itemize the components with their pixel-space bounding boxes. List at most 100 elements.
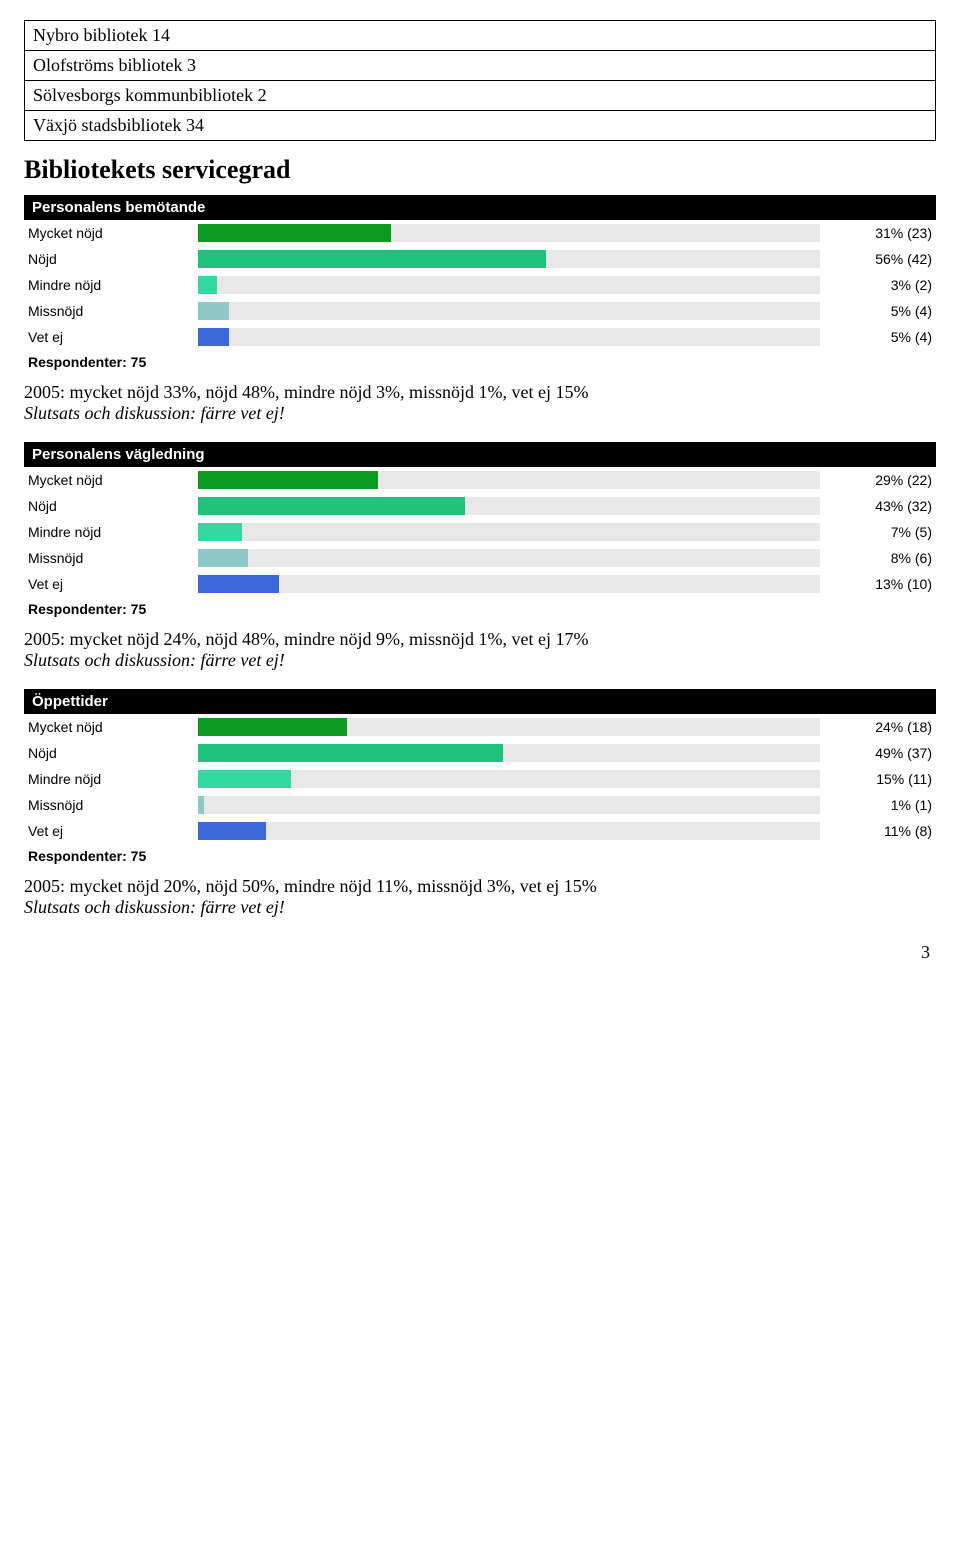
- chart-row: Mycket nöjd 29% (22): [24, 467, 936, 493]
- chart-row: Missnöjd 5% (4): [24, 298, 936, 324]
- chart-bar-track: [198, 549, 820, 567]
- commentary-line2: Slutsats och diskussion: färre vet ej!: [24, 403, 936, 424]
- chart-row: Mindre nöjd 3% (2): [24, 272, 936, 298]
- library-cell: Växjö stadsbibliotek 34: [25, 111, 936, 141]
- table-row: Nybro bibliotek 14: [25, 21, 936, 51]
- library-cell: Olofströms bibliotek 3: [25, 51, 936, 81]
- chart-bemotande: Personalens bemötande Mycket nöjd 31% (23)…: [24, 195, 936, 376]
- chart-bar-track: [198, 302, 820, 320]
- section-heading: Bibliotekets servicegrad: [24, 155, 936, 185]
- chart-row-label: Mindre nöjd: [28, 524, 198, 540]
- chart-title: Personalens bemötande: [24, 195, 936, 220]
- chart-row-label: Vet ej: [28, 823, 198, 839]
- chart-bar-fill: [198, 770, 291, 788]
- chart-bar-track: [198, 575, 820, 593]
- chart-bar-fill: [198, 575, 279, 593]
- chart-row-label: Vet ej: [28, 329, 198, 345]
- chart-bar-fill: [198, 796, 204, 814]
- chart-row: Vet ej 11% (8): [24, 818, 936, 844]
- chart-bar-track: [198, 250, 820, 268]
- commentary-line2: Slutsats och diskussion: färre vet ej!: [24, 650, 936, 671]
- chart-title: Personalens vägledning: [24, 442, 936, 467]
- chart-bar-fill: [198, 822, 266, 840]
- chart-bar-fill: [198, 302, 229, 320]
- chart-row-value: 29% (22): [832, 472, 936, 488]
- page-number: 3: [24, 942, 936, 963]
- chart-row: Missnöjd8% (6): [24, 545, 936, 571]
- table-row: Olofströms bibliotek 3: [25, 51, 936, 81]
- chart-row-label: Missnöjd: [28, 797, 198, 813]
- chart-bar-track: [198, 497, 820, 515]
- chart-bar-track: [198, 718, 820, 736]
- chart-commentary: 2005: mycket nöjd 33%, nöjd 48%, mindre …: [24, 382, 936, 424]
- chart-bar-fill: [198, 744, 503, 762]
- chart-row: Mindre nöjd 15% (11): [24, 766, 936, 792]
- chart-row-label: Missnöjd: [28, 303, 198, 319]
- chart-bar-fill: [198, 549, 248, 567]
- chart-row-label: Nöjd: [28, 498, 198, 514]
- chart-row-value: 5% (4): [832, 303, 936, 319]
- chart-row-value: 24% (18): [832, 719, 936, 735]
- library-cell: Nybro bibliotek 14: [25, 21, 936, 51]
- chart-row: Vet ej 13% (10): [24, 571, 936, 597]
- chart-respondents: Respondenter: 75: [24, 597, 936, 623]
- chart-bar-fill: [198, 718, 347, 736]
- chart-respondents: Respondenter: 75: [24, 350, 936, 376]
- chart-commentary: 2005: mycket nöjd 20%, nöjd 50%, mindre …: [24, 876, 936, 918]
- chart-row: Vet ej 5% (4): [24, 324, 936, 350]
- table-row: Växjö stadsbibliotek 34: [25, 111, 936, 141]
- chart-row: Mycket nöjd 24% (18): [24, 714, 936, 740]
- chart-bar-track: [198, 744, 820, 762]
- chart-bar-fill: [198, 224, 391, 242]
- chart-bar-track: [198, 224, 820, 242]
- chart-bar-track: [198, 328, 820, 346]
- chart-bar-fill: [198, 250, 546, 268]
- chart-vagledning: Personalens vägledning Mycket nöjd 29% (22…: [24, 442, 936, 623]
- chart-bar-fill: [198, 497, 465, 515]
- chart-row: Missnöjd 1% (1): [24, 792, 936, 818]
- chart-row-value: 15% (11): [832, 771, 936, 787]
- chart-bar-track: [198, 822, 820, 840]
- chart-commentary: 2005: mycket nöjd 24%, nöjd 48%, mindre …: [24, 629, 936, 671]
- chart-bar-fill: [198, 523, 242, 541]
- chart-row-label: Mindre nöjd: [28, 277, 198, 293]
- commentary-line2: Slutsats och diskussion: färre vet ej!: [24, 897, 936, 918]
- chart-bar-fill: [198, 276, 217, 294]
- chart-bar-track: [198, 796, 820, 814]
- library-cell: Sölvesborgs kommunbibliotek 2: [25, 81, 936, 111]
- chart-row: Mindre nöjd 7% (5): [24, 519, 936, 545]
- chart-row-label: Mindre nöjd: [28, 771, 198, 787]
- chart-row-value: 3% (2): [832, 277, 936, 293]
- chart-bar-track: [198, 471, 820, 489]
- chart-respondents: Respondenter: 75: [24, 844, 936, 870]
- commentary-line1: 2005: mycket nöjd 20%, nöjd 50%, mindre …: [24, 876, 936, 897]
- chart-bar-fill: [198, 328, 229, 346]
- chart-bar-track: [198, 276, 820, 294]
- chart-row-value: 43% (32): [832, 498, 936, 514]
- chart-row-value: 7% (5): [832, 524, 936, 540]
- chart-row-label: Mycket nöjd: [28, 719, 198, 735]
- chart-title: Öppettider: [24, 689, 936, 714]
- chart-row: Nöjd 49% (37): [24, 740, 936, 766]
- table-row: Sölvesborgs kommunbibliotek 2: [25, 81, 936, 111]
- chart-row-value: 1% (1): [832, 797, 936, 813]
- chart-row-label: Mycket nöjd: [28, 472, 198, 488]
- chart-row-label: Mycket nöjd: [28, 225, 198, 241]
- library-table: Nybro bibliotek 14Olofströms bibliotek 3…: [24, 20, 936, 141]
- chart-row-label: Nöjd: [28, 745, 198, 761]
- chart-row: Nöjd 43% (32): [24, 493, 936, 519]
- commentary-line1: 2005: mycket nöjd 33%, nöjd 48%, mindre …: [24, 382, 936, 403]
- chart-oppettider: Öppettider Mycket nöjd 24% (18) Nöjd 49% (37…: [24, 689, 936, 870]
- chart-row: Mycket nöjd 31% (23): [24, 220, 936, 246]
- commentary-line1: 2005: mycket nöjd 24%, nöjd 48%, mindre …: [24, 629, 936, 650]
- chart-row-value: 13% (10): [832, 576, 936, 592]
- chart-row-value: 49% (37): [832, 745, 936, 761]
- chart-row-value: 11% (8): [832, 823, 936, 839]
- chart-bar-track: [198, 523, 820, 541]
- chart-bar-track: [198, 770, 820, 788]
- chart-row-label: Nöjd: [28, 251, 198, 267]
- chart-row-value: 56% (42): [832, 251, 936, 267]
- chart-row-value: 31% (23): [832, 225, 936, 241]
- chart-row-label: Vet ej: [28, 576, 198, 592]
- chart-row-value: 5% (4): [832, 329, 936, 345]
